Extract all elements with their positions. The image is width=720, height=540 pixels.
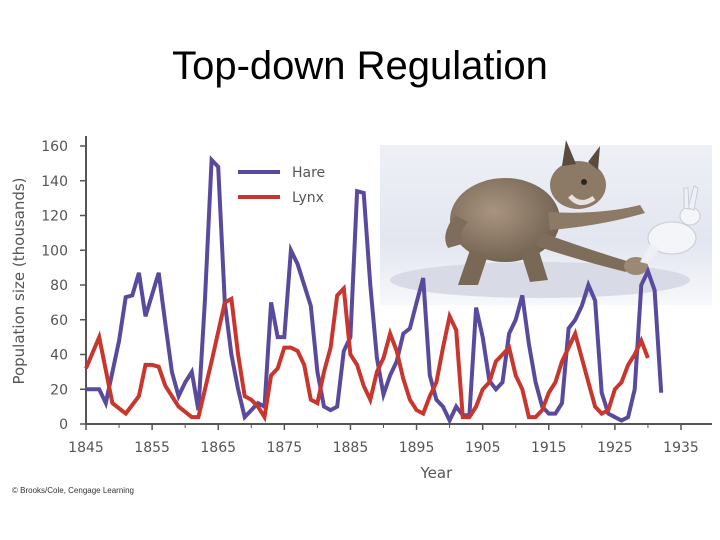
legend-label-lynx: Lynx bbox=[292, 190, 324, 206]
legend-label-hare: Hare bbox=[292, 165, 325, 181]
y-tick-label: 40 bbox=[50, 348, 68, 364]
y-tick-label: 0 bbox=[59, 417, 68, 433]
y-tick-label: 120 bbox=[41, 209, 68, 225]
y-tick-label: 160 bbox=[41, 139, 68, 155]
x-tick-label: 1855 bbox=[134, 440, 170, 456]
x-tick-label: 1875 bbox=[267, 440, 303, 456]
chart-legend: Hare Lynx bbox=[238, 165, 325, 206]
slide-title: Top-down Regulation bbox=[172, 44, 548, 88]
lynx-hare-illustration bbox=[380, 140, 712, 305]
hare-illustration bbox=[640, 185, 701, 264]
copyright-credit: © Brooks/Cole, Cengage Learning bbox=[12, 486, 134, 495]
series-layer bbox=[84, 155, 664, 426]
x-tick-label: 1905 bbox=[465, 440, 501, 456]
y-tick-label: 20 bbox=[50, 382, 68, 398]
y-tick-label: 80 bbox=[50, 278, 68, 294]
x-tick-label: 1865 bbox=[200, 440, 236, 456]
x-tick-label: 1925 bbox=[597, 440, 633, 456]
x-axis-title: Year bbox=[420, 464, 454, 482]
x-tick-label: 1935 bbox=[663, 440, 699, 456]
x-tick-label: 1845 bbox=[68, 440, 104, 456]
series-line-lynx bbox=[84, 283, 650, 423]
y-tick-label: 140 bbox=[41, 174, 68, 190]
x-tick-label: 1915 bbox=[531, 440, 567, 456]
y-axis-title: Population size (thousands) bbox=[10, 177, 28, 384]
x-tick-label: 1895 bbox=[399, 440, 435, 456]
x-tick-label: 1885 bbox=[333, 440, 369, 456]
y-tick-label: 100 bbox=[41, 243, 68, 259]
chart-axes: 0 20 40 60 80 100 120 140 160 1845 1855 1865 1875 188… bbox=[10, 136, 712, 482]
y-tick-label: 60 bbox=[50, 313, 68, 329]
